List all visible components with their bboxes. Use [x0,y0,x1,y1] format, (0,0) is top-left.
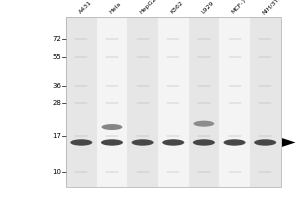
Bar [219,17,250,187]
Text: HepG2: HepG2 [139,0,158,15]
Ellipse shape [132,139,154,146]
Text: K562: K562 [170,0,184,15]
Polygon shape [282,138,296,147]
Text: Hela: Hela [108,1,122,15]
Text: MCF-7: MCF-7 [231,0,248,15]
Bar [127,17,158,187]
Ellipse shape [101,124,122,130]
Text: 72: 72 [52,36,62,42]
Text: 17: 17 [52,133,62,139]
Bar [158,17,189,187]
Ellipse shape [254,139,276,146]
Text: A431: A431 [78,0,93,15]
Ellipse shape [194,121,214,127]
Text: 10: 10 [52,169,62,175]
Bar [66,17,97,187]
Ellipse shape [193,139,215,146]
Text: 28: 28 [52,100,62,106]
Bar [250,17,280,187]
Bar [66,17,280,187]
Text: 55: 55 [53,54,62,60]
Ellipse shape [224,139,246,146]
Ellipse shape [101,139,123,146]
Bar [97,17,127,187]
Ellipse shape [162,139,184,146]
Text: NIH/3T3: NIH/3T3 [262,0,283,15]
Ellipse shape [70,139,92,146]
Text: 36: 36 [52,83,62,89]
Text: L929: L929 [200,1,215,15]
Bar [189,17,219,187]
